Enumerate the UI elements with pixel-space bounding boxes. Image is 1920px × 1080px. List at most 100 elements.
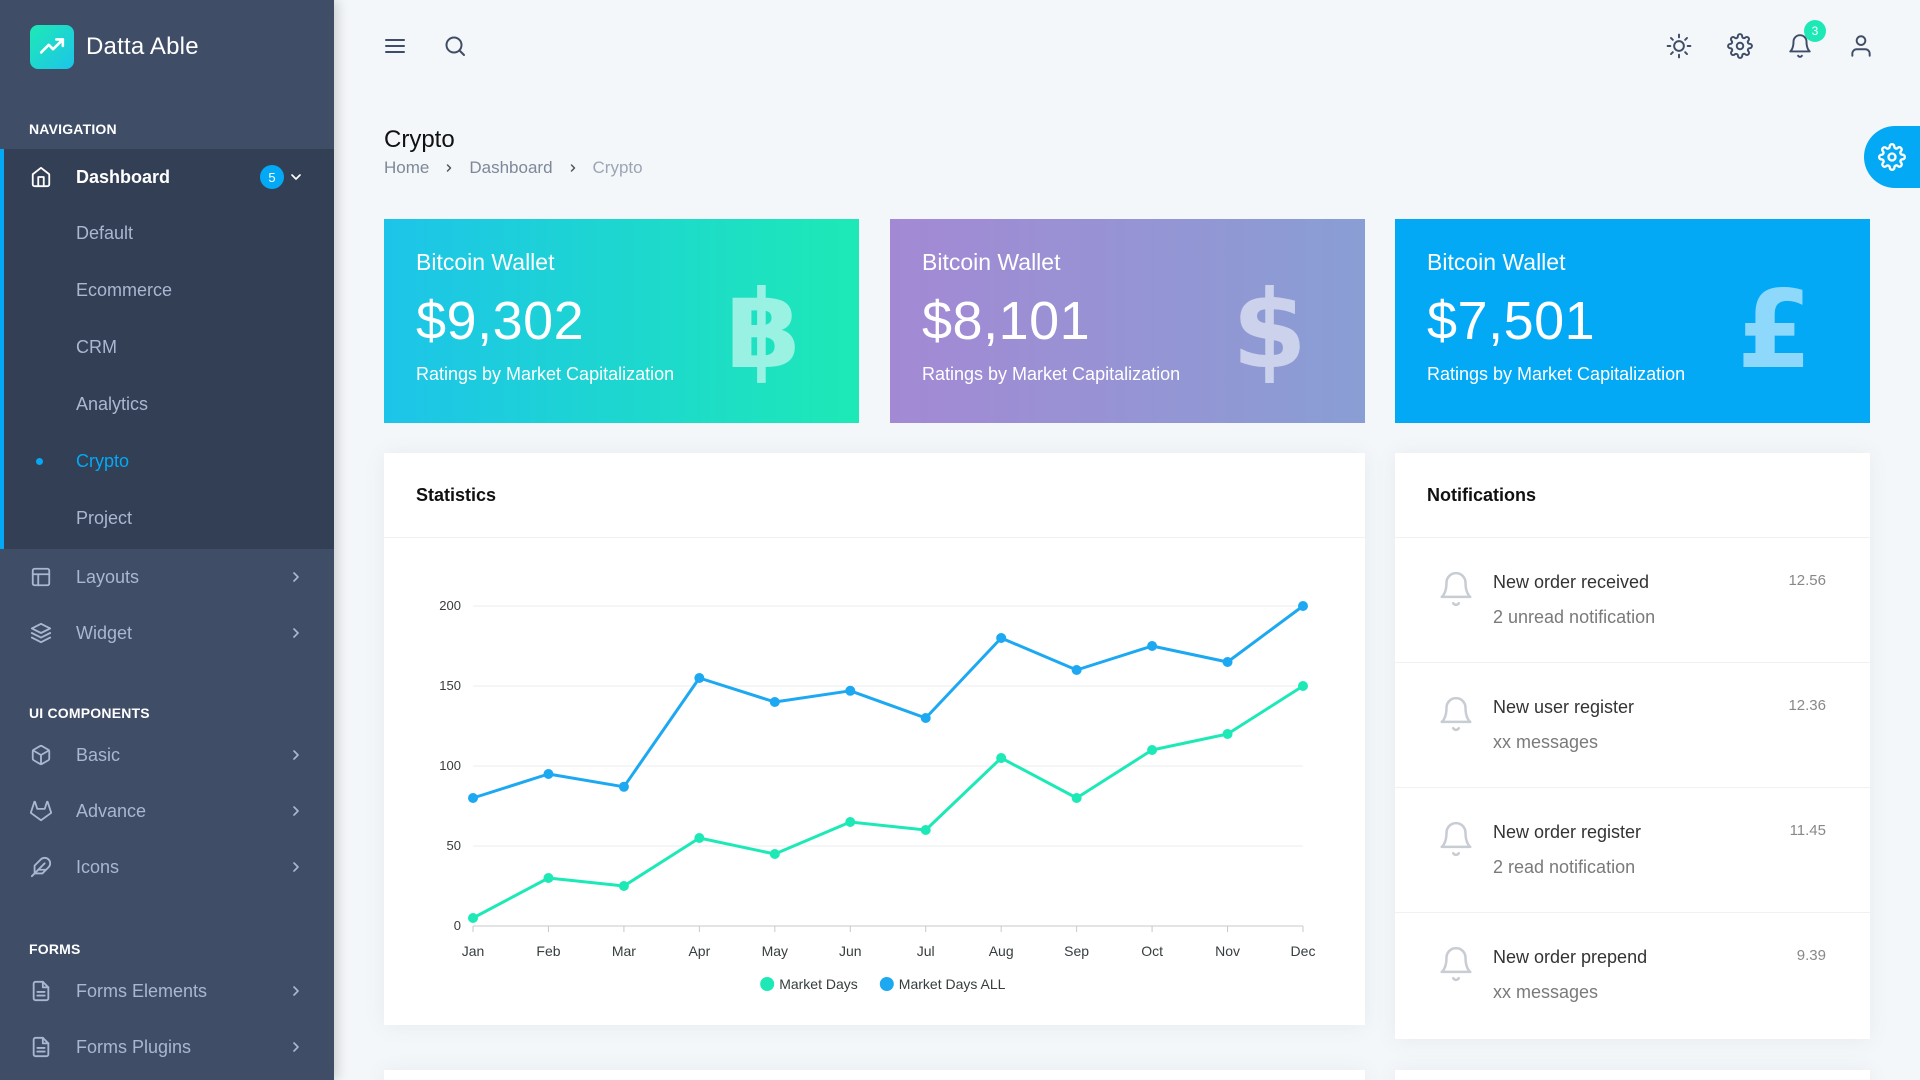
- home-icon: [30, 166, 52, 188]
- x-tick-label: Jul: [917, 943, 935, 959]
- nav-caption-ui-components: UI COMPONENTS: [29, 705, 150, 721]
- next-card: [1395, 1070, 1870, 1080]
- notification-title: New order register: [1493, 822, 1642, 842]
- wallet-title: Bitcoin Wallet: [922, 249, 1061, 275]
- data-point: [468, 793, 478, 803]
- notification-subtitle: 2 unread notification: [1493, 607, 1656, 627]
- x-tick-label: Mar: [612, 943, 636, 959]
- breadcrumb-home[interactable]: Home: [384, 158, 430, 177]
- breadcrumb-dashboard[interactable]: Dashboard: [469, 158, 553, 177]
- y-tick-label: 50: [447, 838, 461, 853]
- notifications-title: Notifications: [1395, 453, 1870, 538]
- sidebar-item-forms-plugins[interactable]: Forms Plugins: [0, 1019, 334, 1075]
- sidebar-item-label: Forms Plugins: [76, 1036, 192, 1057]
- sidebar-item-icons[interactable]: Icons: [0, 839, 334, 895]
- sidebar-subitem-crypto[interactable]: Crypto: [4, 433, 334, 490]
- chevron-right-icon: [286, 567, 306, 587]
- x-tick-label: Jan: [462, 943, 485, 959]
- wallet-subtitle: Ratings by Market Capitalization: [922, 364, 1181, 384]
- sidebar-subitem-project[interactable]: Project: [76, 508, 133, 528]
- layers-icon: [30, 622, 52, 644]
- notification-title: New user register: [1493, 697, 1635, 717]
- y-tick-label: 0: [454, 918, 461, 933]
- dashboard-submenu: Default Ecommerce CRM Analytics Crypto P…: [0, 205, 334, 549]
- x-tick-label: Feb: [536, 943, 560, 959]
- breadcrumb-current: Crypto: [592, 158, 643, 177]
- data-point: [1147, 745, 1158, 755]
- data-point: [694, 833, 705, 843]
- chevron-down-icon: [286, 167, 306, 187]
- sidebar-item-advance[interactable]: Advance: [0, 783, 334, 839]
- legend-marker: [760, 977, 775, 991]
- data-point: [543, 873, 554, 883]
- legend-marker: [879, 977, 894, 991]
- sidebar-item-widget[interactable]: Widget: [0, 605, 334, 661]
- search-icon[interactable]: [441, 32, 469, 60]
- statistics-chart: 0 50 100 150 200 Jan Feb Mar Apr May Jun Jul Aug Sep O…: [439, 598, 1315, 992]
- file-text-icon: [30, 1036, 52, 1058]
- gitlab-icon: [30, 800, 52, 822]
- sidebar-item-label: Icons: [76, 856, 120, 877]
- sun-icon[interactable]: [1665, 32, 1693, 60]
- chevron-right-icon: [286, 623, 306, 643]
- data-point: [1222, 657, 1233, 667]
- data-point: [845, 685, 856, 696]
- statistics-title: Statistics: [384, 453, 1365, 538]
- notification-list: New order received 2 unread notification…: [1395, 538, 1870, 1038]
- bell-icon: [1440, 571, 1472, 607]
- sidebar-item-label: Advance: [76, 800, 147, 821]
- bell-icon[interactable]: 3: [1786, 20, 1826, 60]
- notification-item[interactable]: New user register xx messages 12.36: [1395, 663, 1870, 788]
- brand[interactable]: Datta Able: [0, 0, 334, 93]
- wallet-title: Bitcoin Wallet: [1427, 249, 1566, 275]
- sidebar-item-label: Dashboard: [76, 166, 171, 187]
- sidebar-subitem-ecommerce[interactable]: Ecommerce: [76, 280, 173, 300]
- data-point: [845, 817, 856, 827]
- wallet-card: Bitcoin Wallet $9,302 Ratings by Market …: [384, 219, 859, 423]
- sidebar-item-label: Forms Elements: [76, 980, 208, 1001]
- data-point: [920, 713, 931, 723]
- data-point: [996, 753, 1007, 763]
- data-point: [1298, 681, 1308, 691]
- notification-title: New order prepend: [1493, 947, 1648, 967]
- notification-subtitle: xx messages: [1493, 732, 1599, 752]
- brand-name: Datta Able: [86, 32, 199, 60]
- notification-count-badge: 3: [1804, 20, 1826, 42]
- feather-icon: [30, 856, 52, 878]
- chevron-right-icon: [286, 981, 306, 1001]
- gear-icon[interactable]: [1726, 32, 1754, 60]
- chevron-right-icon: [286, 745, 306, 765]
- data-point: [618, 781, 629, 792]
- menu-icon[interactable]: [381, 32, 409, 60]
- bell-icon: [1440, 821, 1472, 857]
- nav-caption-forms: FORMS: [29, 941, 81, 957]
- sidebar-item-forms-elements[interactable]: Forms Elements: [0, 963, 334, 1019]
- x-tick-label: Nov: [1215, 943, 1240, 959]
- sidebar-item-dashboard[interactable]: Dashboard 5: [0, 149, 334, 205]
- data-point: [920, 825, 931, 835]
- user-icon[interactable]: [1847, 32, 1875, 60]
- sidebar-subitem-default[interactable]: Default: [76, 223, 134, 243]
- notification-item[interactable]: New order register 2 read notification 1…: [1395, 788, 1870, 913]
- x-tick-label: Jun: [839, 943, 862, 959]
- bell-icon: [1440, 946, 1472, 982]
- x-tick-label: Apr: [688, 943, 710, 959]
- data-point: [543, 769, 554, 779]
- notification-time: 12.36: [1788, 697, 1826, 714]
- notification-item[interactable]: New order received 2 unread notification…: [1395, 538, 1870, 663]
- y-tick-label: 100: [439, 758, 461, 773]
- sidebar-item-layouts[interactable]: Layouts: [0, 549, 334, 605]
- breadcrumb: Home Dashboard Crypto: [384, 158, 643, 178]
- y-tick-label: 200: [439, 598, 461, 613]
- legend-label: Market Days: [779, 976, 858, 992]
- sidebar-item-label: Basic: [76, 744, 121, 765]
- x-tick-label: May: [762, 943, 788, 959]
- wallet-amount: $8,101: [922, 291, 1091, 351]
- sidebar-item-basic[interactable]: Basic: [0, 727, 334, 783]
- sidebar-subitem-analytics[interactable]: Analytics: [76, 394, 149, 414]
- notification-item[interactable]: New order prepend xx messages 9.39: [1395, 913, 1870, 1038]
- sidebar-item-label: Widget: [76, 622, 133, 643]
- customizer-toggle[interactable]: [1864, 126, 1920, 188]
- page-title: Crypto: [384, 126, 455, 153]
- sidebar-subitem-crm[interactable]: CRM: [76, 337, 117, 357]
